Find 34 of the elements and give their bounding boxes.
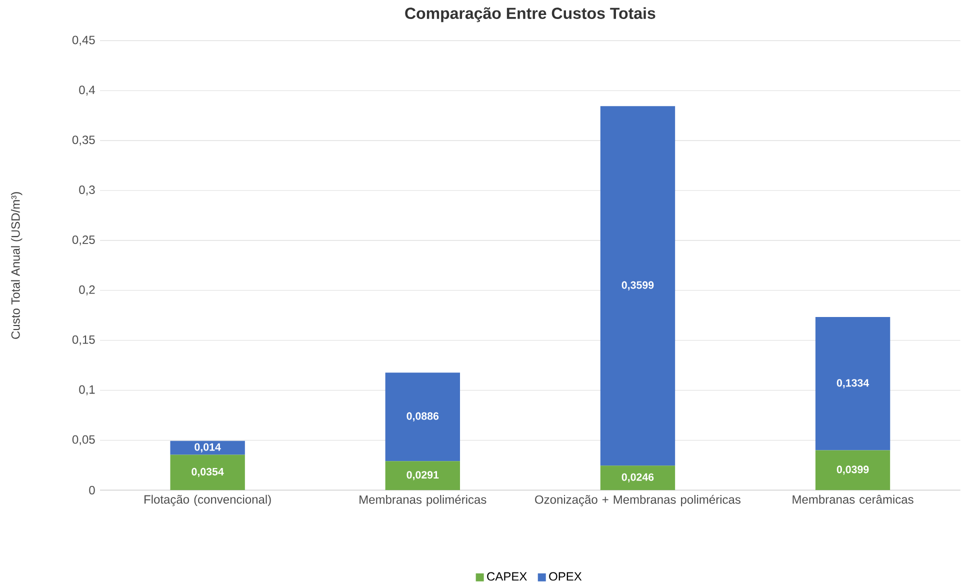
y-tick-label: 0,05 bbox=[72, 435, 95, 446]
bar bbox=[600, 106, 676, 466]
legend-label: OPEX bbox=[549, 572, 582, 581]
y-tick-label: 0,25 bbox=[72, 235, 95, 246]
data-label: 0,0246 bbox=[622, 473, 654, 482]
y-tick-label: 0,4 bbox=[79, 86, 95, 96]
x-tick-label: Membranas poliméricas bbox=[360, 494, 486, 506]
x-tick-label: Flotação (convencional) bbox=[144, 494, 271, 506]
legend-label: CAPEX bbox=[487, 572, 527, 581]
data-label: 0,3599 bbox=[622, 281, 654, 290]
y-tick-label: 0,3 bbox=[79, 185, 95, 196]
data-label: 0,0354 bbox=[192, 468, 224, 477]
data-label: 0,1334 bbox=[836, 379, 870, 388]
x-tick-label: Membranas cerâmicas bbox=[792, 494, 914, 504]
data-label: 0,014 bbox=[194, 443, 221, 452]
y-tick-label: 0,45 bbox=[72, 36, 95, 46]
data-label: 0,0886 bbox=[406, 412, 439, 422]
bar bbox=[815, 450, 890, 490]
bar bbox=[385, 372, 460, 461]
bar bbox=[385, 460, 460, 490]
y-tick-label: 0,15 bbox=[72, 335, 95, 346]
y-tick-label: 0,1 bbox=[79, 385, 95, 396]
y-tick-label: 0 bbox=[89, 486, 95, 494]
bar bbox=[170, 440, 245, 455]
data-label: 0,0291 bbox=[406, 470, 439, 480]
bar bbox=[170, 454, 245, 490]
bar bbox=[815, 316, 890, 450]
bar bbox=[600, 465, 676, 490]
y-tick-label: 0,35 bbox=[72, 136, 95, 146]
data-label: 0,0399 bbox=[836, 466, 869, 475]
chart-title: Comparação Entre Custos Totais bbox=[405, 7, 656, 22]
x-tick-label: Ozonização + Membranas poliméricas bbox=[535, 494, 740, 506]
y-tick-label: 0,2 bbox=[79, 285, 95, 296]
y-axis-title: Custo Total Anual (USD/m³) bbox=[11, 192, 22, 339]
